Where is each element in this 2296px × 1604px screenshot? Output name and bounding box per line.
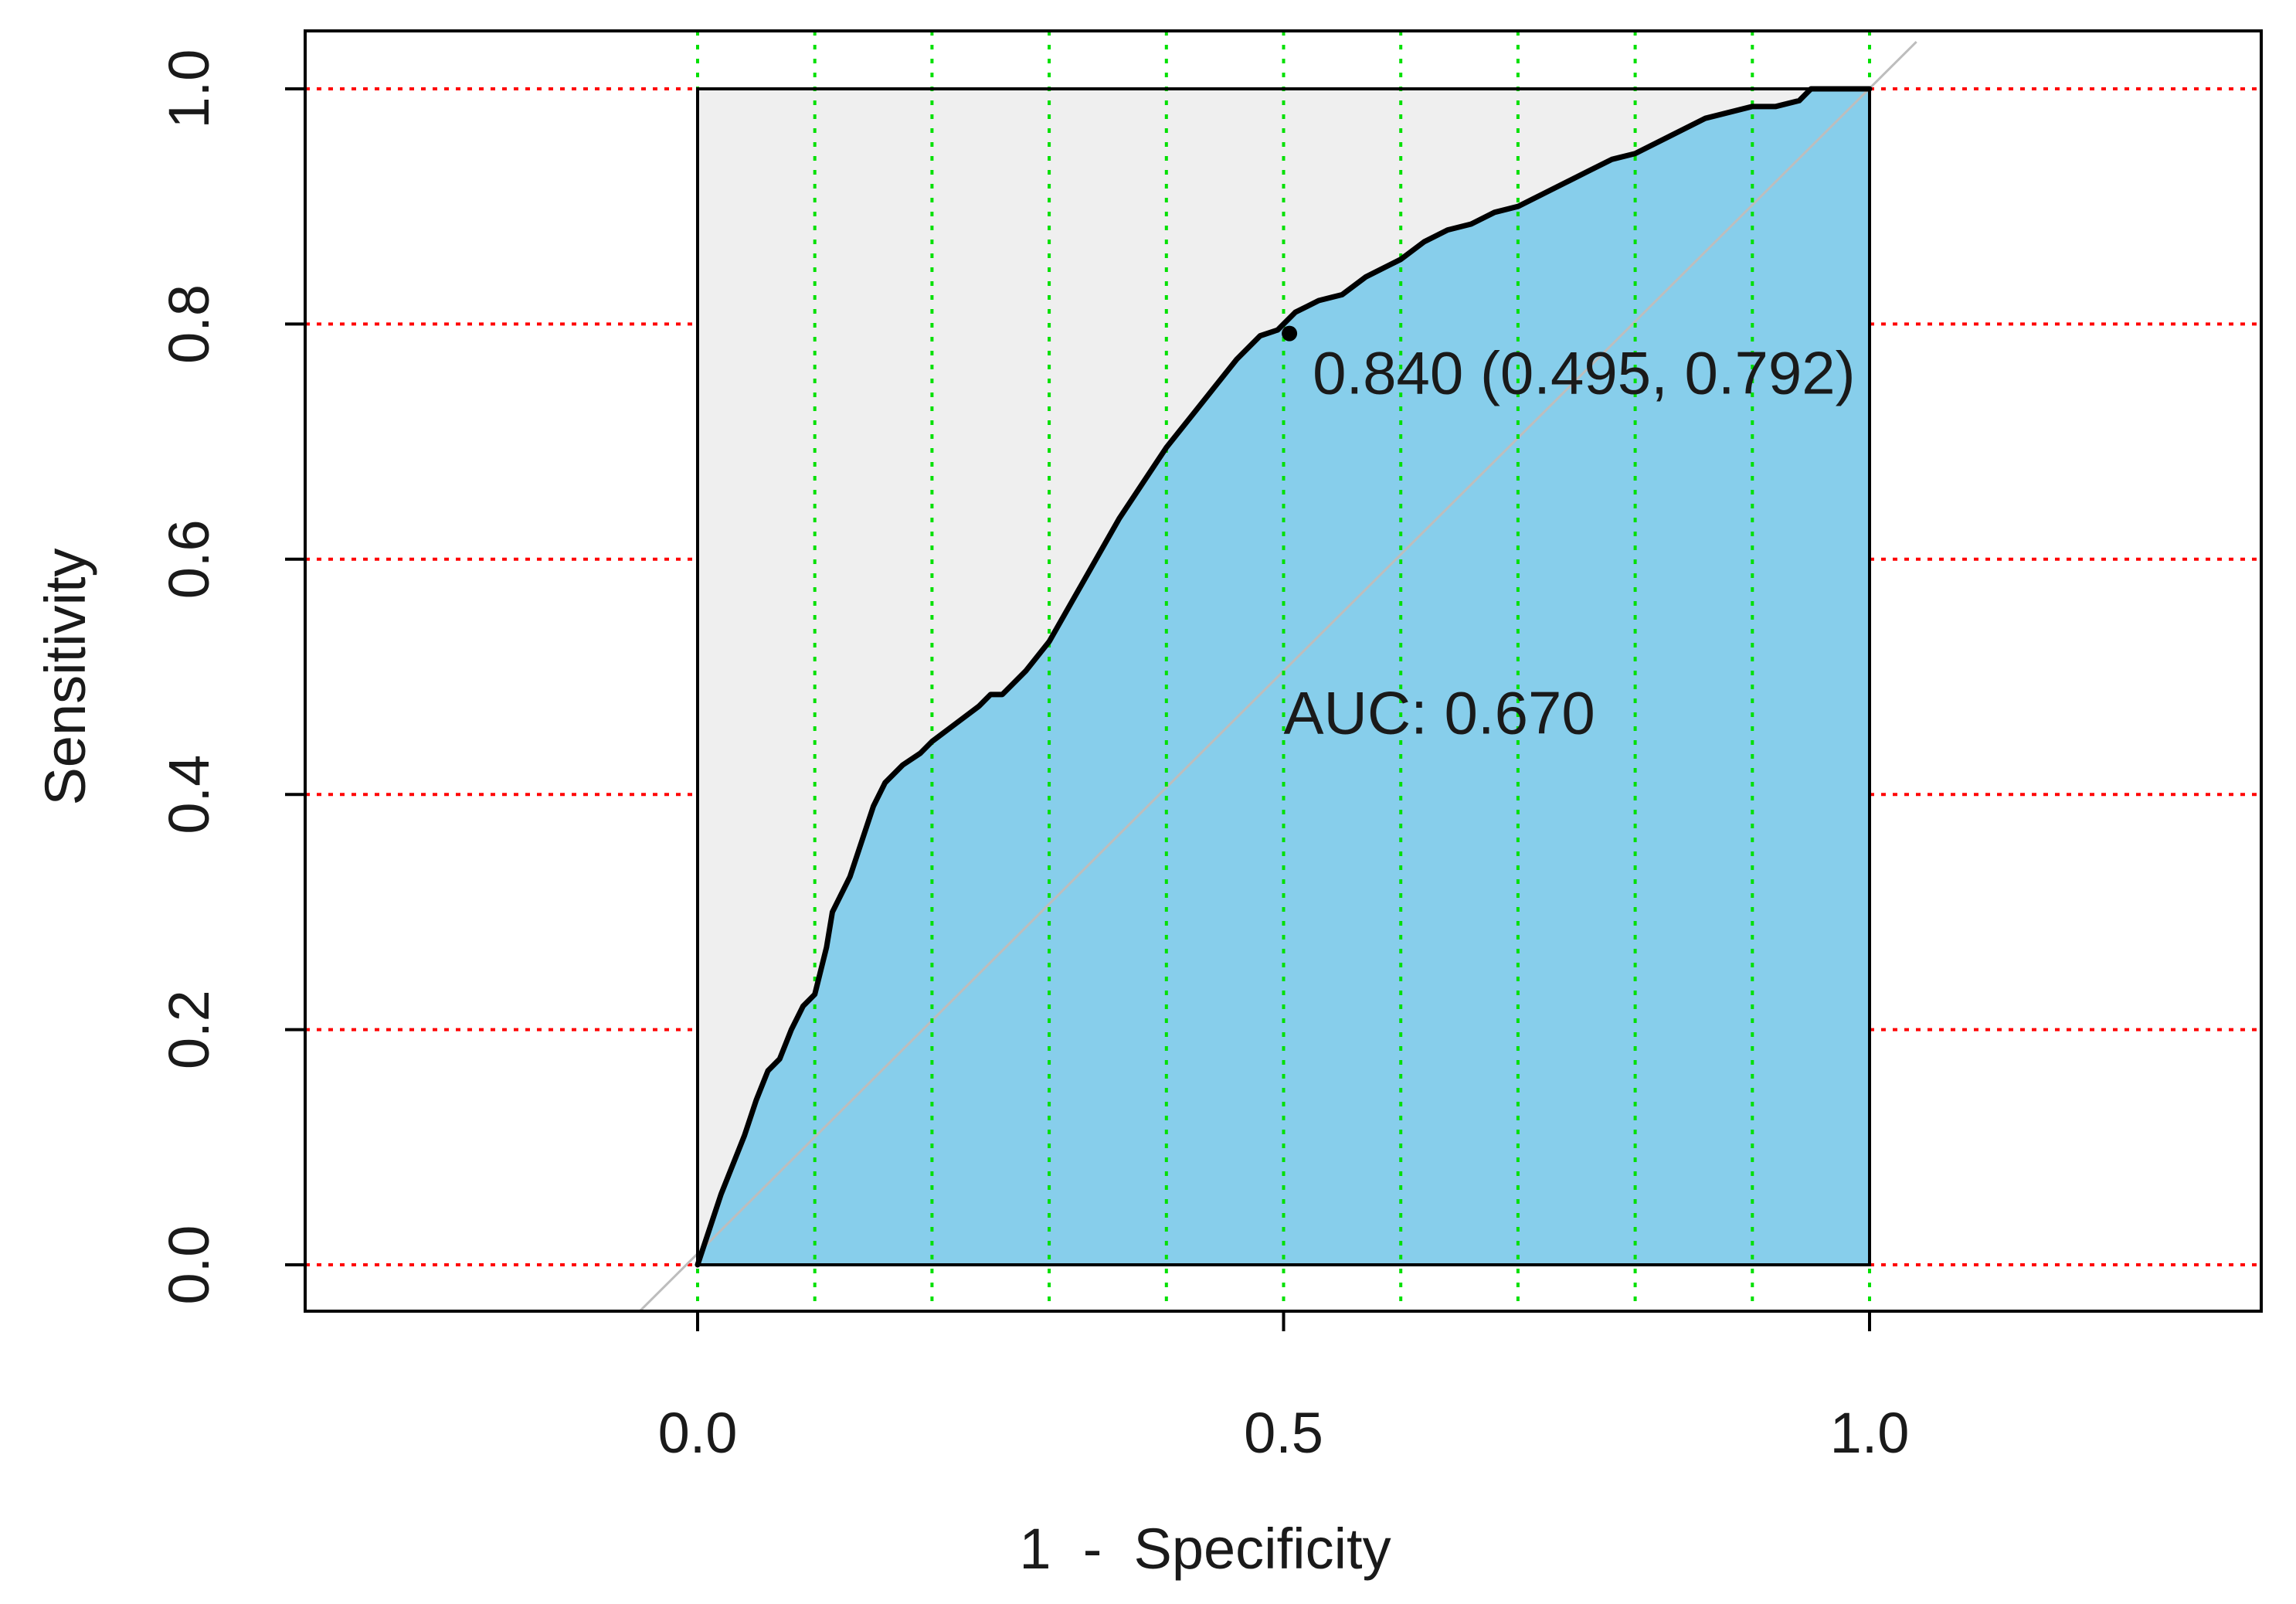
roc-curve-layer (695, 86, 1873, 1268)
y-axis-title: Sensitivity (33, 548, 97, 805)
auc-label: AUC: 0.670 (1284, 679, 1595, 747)
roc-curve (695, 86, 1873, 1268)
auc-area (698, 89, 1870, 1265)
x-tick-label-1: 0.5 (1244, 1401, 1323, 1465)
diagonal-reference (638, 41, 1917, 1313)
y-tick-label-0: 0.0 (157, 1225, 221, 1305)
x-tick-label-2: 1.0 (1830, 1401, 1910, 1465)
x-tick-label-0: 0.0 (658, 1401, 738, 1465)
auc-fill (698, 89, 1870, 1265)
tick-layer: 0.0 0.5 1.0 0.0 0.2 0.4 0.6 0.8 1.0 (157, 49, 1909, 1465)
unit-square-border (696, 87, 1871, 1266)
y-tick-label-1: 0.2 (157, 990, 221, 1069)
threshold-label: 0.840 (0.495, 0.792) (1313, 339, 1856, 407)
threshold-point (1282, 325, 1298, 342)
y-tick-label-5: 1.0 (157, 49, 221, 129)
y-tick-label-3: 0.6 (157, 519, 221, 599)
diagonal-line (638, 41, 1917, 1313)
y-tick-label-4: 0.8 (157, 284, 221, 364)
x-axis-title: 1 - Specificity (1019, 1517, 1391, 1581)
y-tick-label-2: 0.4 (157, 755, 221, 834)
